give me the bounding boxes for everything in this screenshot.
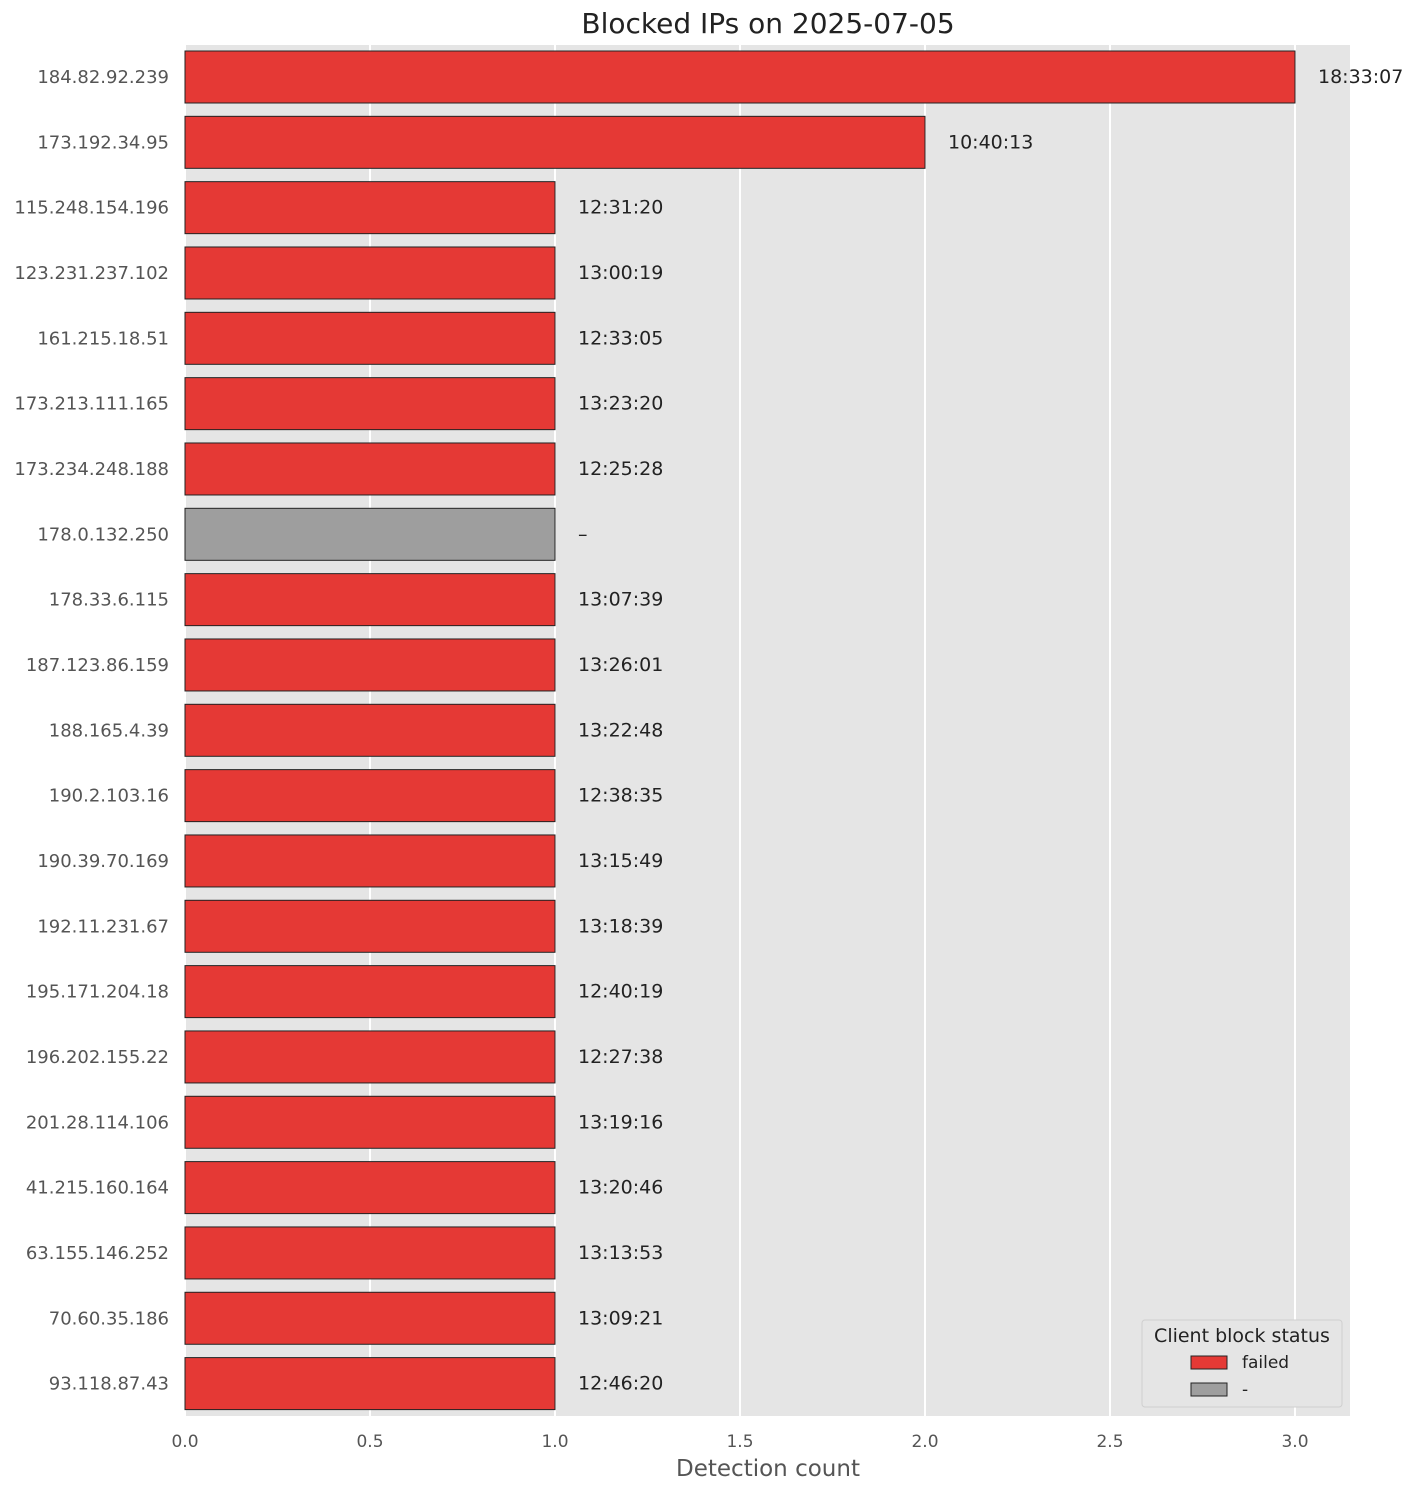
legend-entry-label: failed: [1242, 1353, 1289, 1373]
y-tick-label: 184.82.92.239: [37, 67, 169, 88]
bar: [184, 965, 556, 1019]
bar: [184, 834, 556, 888]
bar-time-label: 13:13:53: [578, 1242, 663, 1264]
bar-time-label: 13:00:19: [578, 262, 663, 284]
legend-title: Client block status: [1154, 1325, 1330, 1347]
bar: [184, 1226, 556, 1280]
y-tick-label: 178.33.6.115: [49, 590, 169, 611]
legend: Client block status failed -: [1141, 1319, 1343, 1408]
y-tick-label: 41.215.160.164: [26, 1178, 169, 1199]
y-tick-label: 187.123.86.159: [26, 655, 169, 676]
bar-time-label: 13:07:39: [578, 589, 663, 611]
bar: [184, 769, 556, 823]
y-tick-label: 173.234.248.188: [14, 459, 169, 480]
x-tick-label: 0.0: [171, 1432, 198, 1452]
y-tick-label: 63.155.146.252: [26, 1243, 169, 1264]
bar: [184, 507, 556, 561]
x-axis-label: Detection count: [676, 1456, 860, 1482]
bar-time-label: 18:33:07: [1318, 66, 1403, 88]
bar-time-label: 13:22:48: [578, 719, 663, 741]
bar-time-label: 12:40:19: [578, 981, 663, 1003]
bar: [184, 1357, 556, 1411]
y-tick-label: 192.11.231.67: [37, 916, 169, 937]
bar: [184, 311, 556, 365]
bar: [184, 703, 556, 757]
bar: [184, 442, 556, 496]
x-tick-label: 1.0: [541, 1432, 568, 1452]
y-tick-label: 93.118.87.43: [49, 1374, 169, 1395]
bars: [184, 50, 1296, 1411]
bar: [184, 1161, 556, 1215]
bar-labels: 18:33:07 10:40:13 12:31:20 13:00:19 12:33:05…: [578, 66, 1403, 1395]
bar-time-label: 13:23:20: [578, 393, 663, 415]
bar-time-label: 13:19:16: [578, 1111, 663, 1133]
bar: [184, 115, 926, 169]
bar-time-label: 12:33:05: [578, 327, 663, 349]
y-tick-label: 190.39.70.169: [37, 851, 169, 872]
bar: [184, 638, 556, 692]
bar: [184, 181, 556, 235]
y-tick-label: 123.231.237.102: [14, 263, 169, 284]
bar-time-label: 12:46:20: [578, 1373, 663, 1395]
x-tick-label: 3.0: [1281, 1432, 1308, 1452]
bar: [184, 50, 1296, 104]
bar: [184, 899, 556, 953]
bar-time-label: 12:25:28: [578, 458, 663, 480]
legend-entries: failed -: [1190, 1353, 1289, 1400]
bar: [184, 1291, 556, 1345]
bar-time-label: 10:40:13: [948, 131, 1033, 153]
x-axis-ticks: 0.0 0.5 1.0 1.5 2.0 2.5 3.0: [171, 1432, 1308, 1452]
legend-entry-label: -: [1242, 1380, 1248, 1400]
x-tick-label: 1.5: [726, 1432, 753, 1452]
y-tick-label: 115.248.154.196: [14, 198, 169, 219]
bar: [184, 1095, 556, 1149]
bar: [184, 1030, 556, 1084]
y-tick-label: 190.2.103.16: [49, 786, 169, 807]
bar: [184, 246, 556, 300]
bar: [184, 573, 556, 627]
bar-time-label: 12:31:20: [578, 197, 663, 219]
y-tick-label: 173.192.34.95: [37, 132, 169, 153]
bar-time-label: –: [578, 523, 588, 545]
legend-swatch: [1190, 1355, 1228, 1370]
bar-time-label: 13:09:21: [578, 1307, 663, 1329]
bar-time-label: 13:18:39: [578, 915, 663, 937]
x-tick-label: 0.5: [356, 1432, 383, 1452]
y-tick-label: 188.165.4.39: [49, 720, 169, 741]
x-tick-label: 2.0: [911, 1432, 938, 1452]
x-tick-label: 2.5: [1096, 1432, 1123, 1452]
y-tick-label: 201.28.114.106: [26, 1112, 169, 1133]
bar-time-label: 12:27:38: [578, 1046, 663, 1068]
y-tick-label: 195.171.204.18: [26, 982, 169, 1003]
y-tick-label: 70.60.35.186: [49, 1308, 169, 1329]
y-tick-label: 161.215.18.51: [37, 328, 169, 349]
bar-time-label: 13:26:01: [578, 654, 663, 676]
legend-swatch: [1190, 1382, 1228, 1397]
y-axis-ticks: 184.82.92.239 173.192.34.95 115.248.154.19…: [14, 67, 169, 1395]
chart-title: Blocked IPs on 2025-07-05: [581, 7, 954, 40]
y-tick-label: 173.213.111.165: [14, 394, 169, 415]
bar: [184, 377, 556, 431]
bar-time-label: 13:15:49: [578, 850, 663, 872]
bar-time-label: 12:38:35: [578, 785, 663, 807]
bar-time-label: 13:20:46: [578, 1177, 663, 1199]
y-tick-label: 196.202.155.22: [26, 1047, 169, 1068]
y-tick-label: 178.0.132.250: [37, 524, 169, 545]
